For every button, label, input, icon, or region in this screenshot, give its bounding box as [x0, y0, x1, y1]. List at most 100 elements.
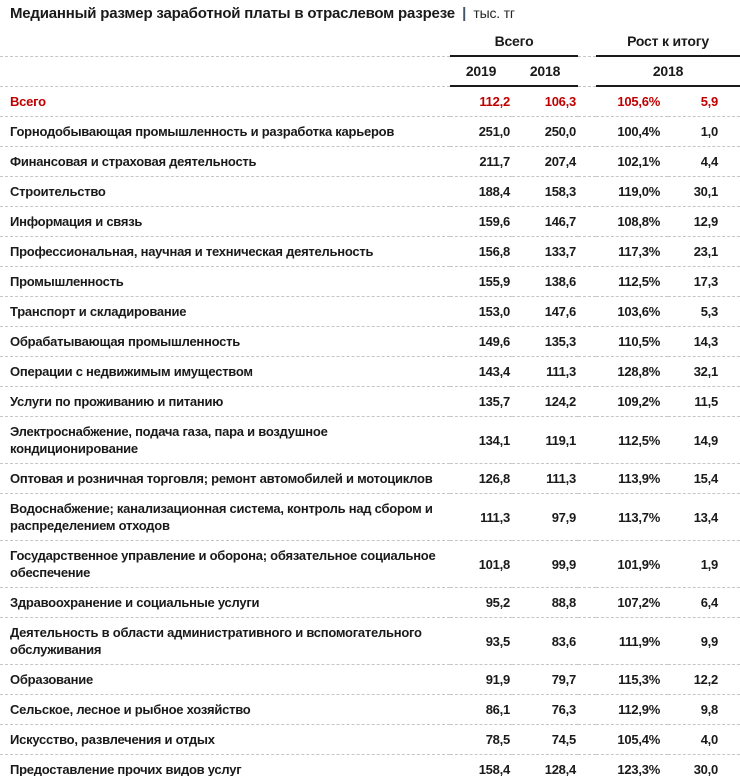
growth-percent: 105,4% — [596, 724, 669, 755]
value-2018: 158,3 — [512, 176, 579, 207]
table-row: Услуги по проживанию и питанию 135,7 124… — [0, 386, 740, 417]
growth-percent: 105,6% — [596, 86, 669, 117]
table-row: Финансовая и страховая деятельность 211,… — [0, 146, 740, 177]
table-row: Профессиональная, научная и техническая … — [0, 236, 740, 267]
column-gap — [578, 116, 597, 147]
industry-label: Предоставление прочих видов услуг — [10, 762, 242, 776]
growth-percent: 100,4% — [596, 116, 669, 147]
industry-label: Промышленность — [0, 266, 450, 297]
table-row: Водоснабжение; канализационная система, … — [0, 493, 740, 541]
value-2019: 149,6 — [450, 326, 512, 357]
value-2019: 126,8 — [450, 463, 512, 494]
value-2018: 124,2 — [512, 386, 579, 417]
header-name-blank2 — [0, 56, 450, 87]
growth-percent: 128,8% — [596, 356, 669, 387]
value-2019: 91,9 — [450, 664, 512, 695]
growth-percent: 123,3% — [617, 762, 661, 776]
growth-percent: 117,3% — [596, 236, 669, 267]
growth-absolute: 17,3 — [668, 266, 740, 297]
table-row: Информация и связь 159,6 146,7 108,8% 12… — [0, 206, 740, 237]
column-gap — [578, 617, 597, 665]
value-2019: 155,9 — [450, 266, 512, 297]
growth-percent: 101,9% — [596, 540, 669, 588]
table-row: Государственное управление и оборона; об… — [0, 540, 740, 588]
value-2019: 134,1 — [450, 416, 512, 464]
table-row: Обрабатывающая промышленность 149,6 135,… — [0, 326, 740, 357]
industry-label: Строительство — [0, 176, 450, 207]
table-row: Электроснабжение, подача газа, пара и во… — [0, 416, 740, 464]
column-gap — [578, 236, 597, 267]
industry-label: Деятельность в области административного… — [0, 617, 450, 665]
growth-absolute: 5,9 — [668, 86, 740, 117]
growth-percent: 110,5% — [596, 326, 669, 357]
value-2018: 76,3 — [512, 694, 579, 725]
value-2018: 133,7 — [512, 236, 579, 267]
value-2018: 79,7 — [512, 664, 579, 695]
page-title-text: Медианный размер заработной платы в отра… — [10, 5, 455, 22]
page-title: Медианный размер заработной платы в отра… — [0, 0, 740, 26]
industry-label: Услуги по проживанию и питанию — [0, 386, 450, 417]
growth-absolute: 30,1 — [668, 176, 740, 207]
industry-label: Всего — [0, 86, 450, 117]
value-2018: 88,8 — [512, 587, 579, 618]
column-gap — [578, 386, 597, 417]
header-gap — [578, 26, 597, 57]
growth-absolute: 9,9 — [668, 617, 740, 665]
value-2019: 159,6 — [450, 206, 512, 237]
value-2019: 93,5 — [450, 617, 512, 665]
growth-percent: 108,8% — [596, 206, 669, 237]
value-2019: 211,7 — [450, 146, 512, 177]
growth-absolute: 30,0 — [693, 762, 719, 776]
column-gap — [578, 540, 597, 588]
table-row: Образование 91,9 79,7 115,3% 12,2 — [0, 664, 740, 695]
column-gap — [578, 493, 597, 541]
growth-percent: 107,2% — [596, 587, 669, 618]
growth-percent: 109,2% — [596, 386, 669, 417]
growth-absolute: 14,3 — [668, 326, 740, 357]
column-gap — [578, 86, 597, 117]
growth-absolute: 13,4 — [668, 493, 740, 541]
header-year-2019: 2019 — [450, 56, 512, 87]
value-2019: 251,0 — [450, 116, 512, 147]
value-2018: 106,3 — [512, 86, 579, 117]
column-gap — [578, 416, 597, 464]
value-2018: 83,6 — [512, 617, 579, 665]
growth-absolute: 23,1 — [668, 236, 740, 267]
growth-absolute: 5,3 — [668, 296, 740, 327]
title-unit: тыс. тг — [473, 5, 515, 21]
industry-label: Образование — [0, 664, 450, 695]
header-group-row: Всего Рост к итогу — [0, 26, 740, 57]
growth-absolute: 15,4 — [668, 463, 740, 494]
growth-percent: 113,9% — [596, 463, 669, 494]
growth-absolute: 11,5 — [668, 386, 740, 417]
growth-absolute: 1,9 — [668, 540, 740, 588]
value-2018: 250,0 — [512, 116, 579, 147]
value-2018: 147,6 — [512, 296, 579, 327]
growth-absolute: 32,1 — [668, 356, 740, 387]
column-gap — [578, 326, 597, 357]
value-2019: 135,7 — [450, 386, 512, 417]
column-gap — [578, 664, 597, 695]
industry-label: Оптовая и розничная торговля; ремонт авт… — [0, 463, 450, 494]
growth-absolute: 4,0 — [668, 724, 740, 755]
value-2018: 146,7 — [512, 206, 579, 237]
value-2019: 101,8 — [450, 540, 512, 588]
value-2019: 158,4 — [478, 762, 511, 776]
column-gap — [578, 356, 597, 387]
header-total-group: Всего — [450, 26, 579, 57]
value-2018: 128,4 — [544, 762, 577, 776]
value-2018: 135,3 — [512, 326, 579, 357]
growth-absolute: 9,8 — [668, 694, 740, 725]
table-row: Операции с недвижимым имуществом 143,4 1… — [0, 356, 740, 387]
table-row: Сельское, лесное и рыбное хозяйство 86,1… — [0, 694, 740, 725]
value-2019: 156,8 — [450, 236, 512, 267]
growth-absolute: 12,2 — [668, 664, 740, 695]
growth-percent: 103,6% — [596, 296, 669, 327]
table-row: Горнодобывающая промышленность и разрабо… — [0, 116, 740, 147]
column-gap — [578, 206, 597, 237]
industry-label: Здравоохранение и социальные услуги — [0, 587, 450, 618]
growth-absolute: 1,0 — [668, 116, 740, 147]
growth-absolute: 12,9 — [668, 206, 740, 237]
column-gap — [578, 724, 597, 755]
column-gap — [578, 694, 597, 725]
